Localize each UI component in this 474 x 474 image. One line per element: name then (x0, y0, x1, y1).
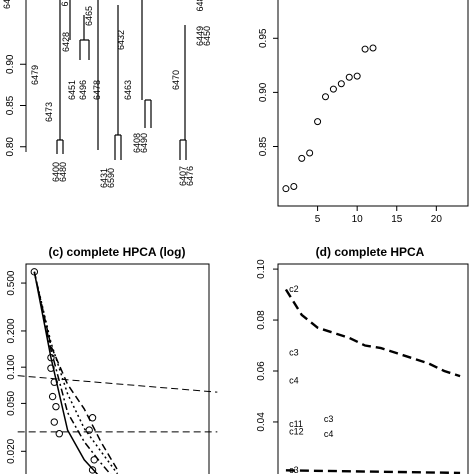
data-point (52, 402, 60, 411)
data-point (290, 183, 298, 191)
leaf-label: 6431 (99, 168, 109, 188)
leaf-label: 6478 (92, 80, 102, 100)
y-tick-label: 0.050 (6, 390, 17, 415)
plot-frame (25, 263, 210, 474)
data-point (337, 80, 345, 88)
y-tick-label: 0.500 (6, 270, 17, 295)
x-tick-label: 10 (352, 214, 364, 225)
leaf-label: 6432 (116, 30, 126, 50)
y-tick-label: 0.100 (6, 354, 17, 379)
leaf-label: 6473 (44, 102, 54, 122)
y-tick-label: 0.85 (258, 136, 269, 156)
partial-leaf-label: 6 (60, 1, 70, 6)
data-point (48, 392, 57, 401)
y-tick-label: 0.80 (5, 137, 16, 157)
x-tick-label: 5 (315, 214, 321, 225)
y-tick-label: 0.90 (258, 82, 269, 102)
y-tick-label: 0.95 (258, 28, 269, 48)
partial-leaf-label: 648 (195, 0, 205, 12)
data-point (322, 93, 329, 101)
leaf-label: 6449 (195, 26, 205, 46)
y-tick-label: 0.020 (6, 438, 17, 463)
leaf-label: 6590 (106, 168, 116, 188)
data-point (282, 185, 290, 193)
data-point (47, 353, 55, 362)
panel-top-right-scatter: 0.85 0.90 0.95 5 10 15 20 (258, 0, 469, 225)
data-point (50, 378, 58, 386)
data-point (298, 154, 306, 162)
data-point (345, 73, 353, 81)
point-label: c3 (324, 414, 334, 424)
data-point (90, 456, 98, 464)
y-tick-label: 0.08 (256, 310, 267, 330)
data-point (314, 118, 322, 126)
data-point (353, 72, 361, 80)
panel-c-complete-hpca-log: (c) complete HPCA (log) 0.500 0.200 0.100 0.… (6, 245, 218, 474)
leaf-label: 6496 (78, 80, 88, 100)
data-point (88, 466, 97, 474)
data-point (329, 85, 337, 93)
data-point (55, 430, 63, 438)
point-label: c4 (289, 376, 299, 386)
point-label: c2 (289, 284, 299, 294)
y-tick-label: 0.10 (256, 259, 267, 279)
data-point (47, 364, 55, 372)
leaf-label: 6465 (84, 6, 94, 26)
series-line (33, 271, 99, 474)
point-label: c4 (324, 429, 334, 439)
leaf-label: 6407 (178, 166, 188, 186)
leaf-label: 6408 (132, 133, 142, 153)
series-line (17, 375, 218, 393)
series-line (284, 288, 461, 378)
leaf-label: 6490 (139, 133, 149, 153)
panel-title: (c) complete HPCA (log) (49, 245, 186, 259)
leaf-label: 6450 (202, 26, 212, 46)
data-point (30, 268, 39, 276)
plot-frame (277, 0, 469, 207)
data-point (85, 426, 93, 434)
leaf-label: 6451 (67, 80, 77, 100)
leaf-label: 6428 (61, 32, 71, 52)
leaf-label: 6463 (123, 80, 133, 100)
leaf-label: 6476 (185, 166, 195, 186)
point-label: c11 (289, 419, 303, 429)
data-point (369, 44, 377, 52)
partial-leaf-label: 64 (2, 0, 12, 9)
panel-d-complete-hpca: (d) complete HPCA 0.10 0.08 0.06 0.04 c2 c3 c4 c… (256, 245, 469, 474)
y-tick-label: 0.85 (5, 95, 16, 115)
data-point (88, 414, 97, 422)
series-line (33, 271, 119, 471)
leaf-label: 6400 (51, 162, 61, 182)
point-label: c3 (289, 465, 299, 474)
point-label: c12 (289, 427, 304, 437)
y-tick-label: 0.90 (5, 54, 16, 74)
x-tick-label: 20 (431, 214, 443, 225)
series-line (285, 469, 461, 474)
leaf-label: 6479 (30, 65, 40, 85)
x-tick-label: 15 (391, 214, 403, 225)
point-label: c3 (289, 348, 299, 358)
y-tick-label: 0.200 (6, 318, 17, 343)
data-point (50, 418, 58, 426)
data-point (361, 45, 369, 53)
plot-frame (277, 263, 469, 474)
data-point (306, 149, 314, 157)
panel-title: (d) complete HPCA (316, 245, 425, 259)
y-tick-label: 0.06 (256, 361, 267, 381)
y-tick-label: 0.04 (256, 412, 267, 432)
leaf-label: 6480 (58, 162, 68, 182)
leaf-label: 6470 (171, 70, 181, 90)
